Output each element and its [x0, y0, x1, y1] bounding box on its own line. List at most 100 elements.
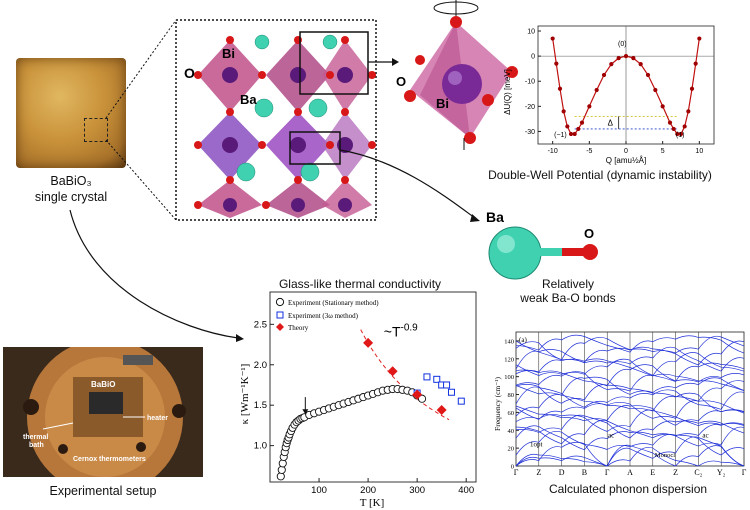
- pd-hsp-label: E: [650, 468, 655, 477]
- pd-ytick-label: 140: [504, 338, 514, 345]
- pd-ytick-label: 80: [508, 392, 515, 399]
- pd-hsp-label: D: [559, 468, 565, 477]
- kc-point-3omega: [457, 397, 465, 405]
- zoom-marker: [84, 118, 108, 142]
- dw-xtick-label: 5: [661, 148, 665, 155]
- crystal-name: BaBiO₃: [50, 174, 92, 188]
- pd-hsp-label: Z: [536, 468, 541, 477]
- kc-point-theory: [436, 405, 447, 416]
- kc-point-stationary: [417, 394, 427, 403]
- dw-point: [693, 61, 698, 66]
- pd-hsp-label: Γ: [605, 468, 610, 477]
- dw-xlabel: Q [amu½Å]: [606, 156, 646, 165]
- dw-point: [576, 126, 581, 132]
- dw-point: [682, 124, 687, 129]
- dw-ann-1: (1): [676, 132, 685, 139]
- pd-band: [515, 371, 745, 392]
- dw-point: [631, 56, 636, 61]
- glass-title: Glass-like thermal conductivity: [278, 277, 442, 291]
- crystal-desc: single crystal: [34, 190, 108, 204]
- dispersion-caption: Calculated phonon dispersion: [548, 482, 708, 496]
- pd-band: [515, 352, 745, 377]
- dw-ytick-label: -20: [525, 104, 535, 111]
- dw-ylabel: ΔU(Q) [meV]: [503, 69, 512, 115]
- kc-trend: [360, 329, 450, 421]
- pd-hsp-label: C₂: [694, 468, 702, 477]
- pd-ytick-label: 0: [511, 464, 514, 471]
- pd-band: [515, 364, 745, 387]
- setup-label-thermo: Cernox thermometers: [73, 456, 146, 463]
- setup-caption: Experimental setup: [49, 484, 157, 498]
- kc-xlabel: T [K]: [360, 497, 385, 508]
- pd-band: [515, 334, 745, 354]
- pd-ytick-label: 100: [504, 374, 514, 381]
- bond-caption-1: Relatively: [541, 277, 595, 291]
- ba-o-bond: [488, 226, 598, 280]
- kc-point-theory: [412, 389, 423, 400]
- kc-xtick-label: 400: [458, 485, 474, 496]
- kc-point-stationary: [277, 465, 286, 474]
- octahedron-zoom: [404, 0, 518, 150]
- kc-legend-marker-theory: [276, 323, 284, 331]
- dw-point: [660, 104, 665, 109]
- pd-hsp-label: B: [582, 468, 587, 477]
- pd-hsp-label: Γ: [742, 468, 747, 477]
- setup-label-sample: BaBiO: [91, 380, 115, 389]
- dw-point: [686, 109, 691, 114]
- dw-point: [587, 104, 592, 109]
- dw-xtick-label: -5: [586, 148, 592, 155]
- kc-ytick-label: 2.5: [254, 319, 267, 330]
- pd-ylabel: Frequency (cm⁻¹): [493, 377, 502, 431]
- pd-hsp-label: Z: [673, 468, 678, 477]
- kc-legend-theory: Theory: [288, 324, 309, 332]
- kc-legend-3omega: Experiment (3ω method): [288, 312, 359, 320]
- pd-ann-ac2: ac: [702, 431, 708, 439]
- pd-hsp-label: Γ: [514, 468, 519, 477]
- pd-band: [515, 380, 745, 404]
- kc-point-stationary: [276, 472, 285, 481]
- pd-ytick-label: 120: [504, 356, 514, 363]
- kc-xtick-label: 300: [409, 485, 425, 496]
- kc-point-theory: [363, 337, 374, 348]
- setup-label-bath-2: bath: [29, 442, 44, 449]
- kc-point-3omega: [443, 381, 451, 389]
- conductivity-plot: κ [Wm⁻¹K⁻¹] T [K] 100 200 300 400 1.0 1.5 2.0 2…: [239, 291, 477, 508]
- pd-band: [515, 335, 745, 361]
- pd-band: [515, 414, 745, 439]
- kc-point-theory: [387, 366, 398, 377]
- kc-point-3omega: [447, 388, 455, 396]
- dw-ytick-label: 10: [527, 29, 535, 36]
- pd-band: [515, 376, 745, 396]
- dw-point: [572, 131, 577, 137]
- dw-point: [667, 120, 673, 125]
- kc-frame: [269, 291, 477, 483]
- kc-ylabel: κ [Wm⁻¹K⁻¹]: [239, 364, 251, 425]
- kc-point-stationary: [278, 459, 287, 468]
- bond-label-o: O: [584, 226, 594, 241]
- setup-label-heater: heater: [147, 415, 168, 422]
- pd-band: [515, 425, 745, 451]
- structure-label-ba: Ba: [240, 92, 257, 107]
- double-well-plot: ΔU(Q) [meV] Q [amu½Å] -10 -5 0 5 10 -30 -20 -10…: [503, 25, 715, 165]
- kc-ytick-label: 1.5: [254, 400, 267, 411]
- dw-point: [557, 86, 563, 91]
- pd-ann-1opt: 1opt: [530, 440, 543, 448]
- dw-point: [594, 87, 599, 93]
- potential-caption: Double-Well Potential (dynamic instabili…: [488, 168, 712, 182]
- kc-ytick-label: 2.0: [254, 360, 267, 371]
- kc-point-3omega: [423, 373, 431, 381]
- kc-point-3omega: [433, 375, 441, 383]
- crystal-photo: [16, 58, 126, 168]
- kc-xtick-label: 200: [360, 485, 376, 496]
- dw-point: [568, 131, 574, 137]
- dw-ytick-label: -30: [525, 129, 535, 136]
- kc-xtick-label: 100: [311, 485, 327, 496]
- bond-label-ba: Ba: [486, 209, 504, 225]
- kc-marker-head: [302, 409, 309, 415]
- dw-point: [623, 54, 629, 59]
- dw-ytick-label: 0: [531, 54, 535, 61]
- dw-xtick-label: 0: [624, 148, 628, 155]
- octa-label-o: O: [396, 74, 406, 89]
- dw-ann-delta: Δ: [608, 119, 614, 128]
- dw-ytick-label: -10: [525, 79, 535, 86]
